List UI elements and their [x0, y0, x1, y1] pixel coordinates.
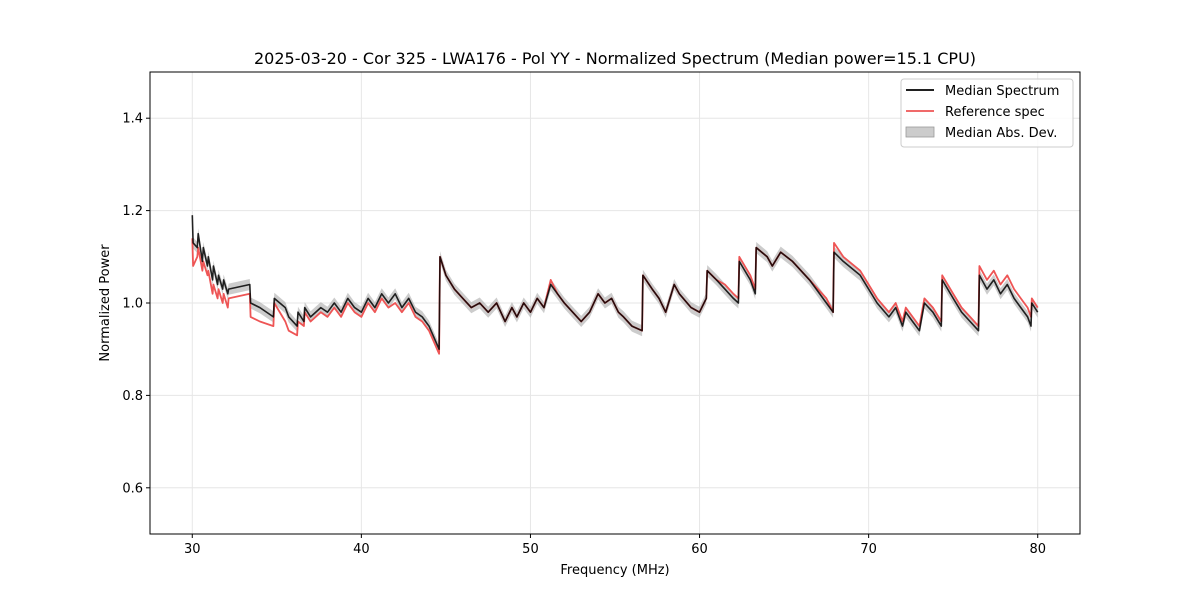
x-axis-label: Frequency (MHz): [560, 563, 669, 578]
series-layer: [191, 215, 1039, 355]
x-tick-label: 30: [184, 542, 201, 557]
legend-box: [900, 78, 1074, 148]
x-axis-ticks: 30 40 50 60 70 80: [184, 534, 1046, 557]
median-spectrum-line: [191, 215, 1039, 351]
legend: Median Spectrum Reference spec Median Ab…: [900, 78, 1074, 148]
legend-swatch-mad: [905, 126, 935, 138]
y-tick-label: 0.8: [122, 389, 143, 404]
y-axis-label: Normalized Power: [98, 244, 113, 362]
x-tick-label: 70: [860, 542, 877, 557]
y-tick-label: 1.2: [122, 204, 143, 219]
x-tick-label: 40: [353, 542, 370, 557]
y-tick-label: 1.4: [122, 112, 143, 127]
y-tick-label: 0.6: [122, 481, 143, 496]
legend-label-mad: Median Abs. Dev.: [945, 126, 1057, 141]
chart-title: 2025-03-20 - Cor 325 - LWA176 - Pol YY -…: [254, 49, 976, 68]
y-axis-ticks: 0.6 0.8 1.0 1.2 1.4: [122, 112, 150, 496]
x-tick-label: 50: [522, 542, 539, 557]
x-tick-label: 80: [1029, 542, 1046, 557]
x-tick-label: 60: [691, 542, 708, 557]
legend-label-reference: Reference spec: [945, 105, 1045, 120]
legend-label-median: Median Spectrum: [945, 84, 1059, 99]
y-tick-label: 1.0: [122, 297, 143, 312]
